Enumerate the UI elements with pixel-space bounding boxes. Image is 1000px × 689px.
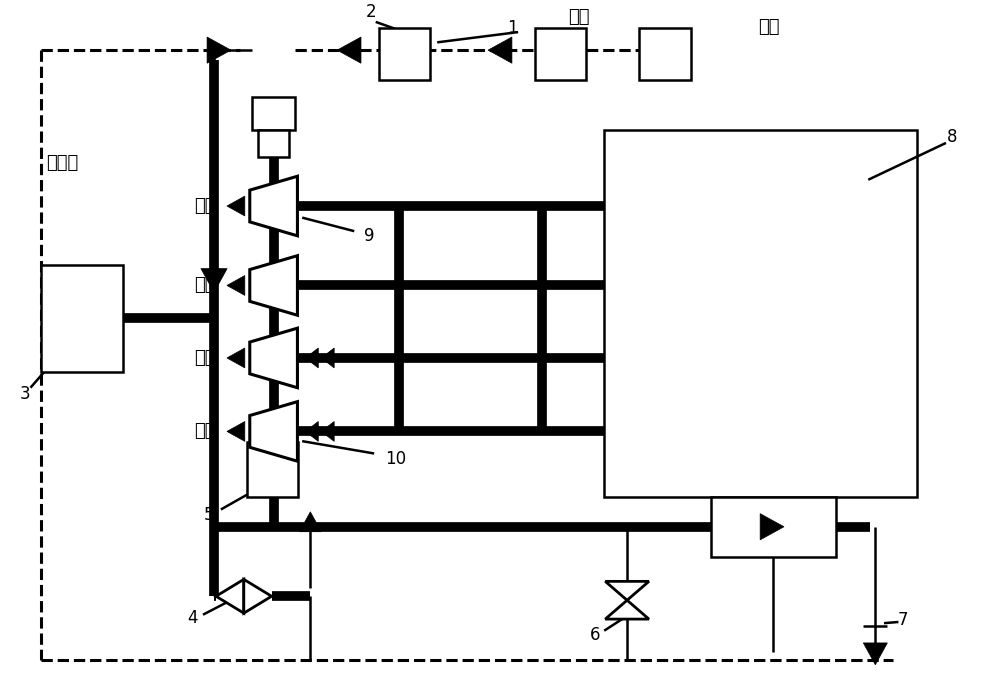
Text: 高压油: 高压油 [46, 154, 78, 172]
Polygon shape [250, 402, 297, 461]
Polygon shape [227, 422, 245, 442]
Bar [252, 96, 295, 130]
Polygon shape [227, 348, 245, 368]
Text: 燃气: 燃气 [195, 349, 216, 367]
Text: 空气: 空气 [195, 197, 216, 215]
Text: 油箱: 油箱 [758, 19, 780, 37]
Polygon shape [207, 37, 231, 63]
Text: 空气: 空气 [195, 422, 216, 440]
Text: 10: 10 [385, 450, 406, 469]
Text: 5: 5 [204, 506, 214, 524]
Text: 1: 1 [508, 19, 518, 37]
Polygon shape [488, 37, 512, 63]
Text: 燃气: 燃气 [195, 276, 216, 294]
Polygon shape [305, 348, 318, 368]
Polygon shape [760, 513, 784, 540]
Text: 6: 6 [590, 626, 601, 644]
Polygon shape [605, 600, 649, 619]
Text: 低压油: 低压油 [46, 299, 78, 318]
Text: 9: 9 [364, 227, 374, 245]
Bar [247, 442, 298, 497]
Polygon shape [321, 348, 334, 368]
Polygon shape [299, 512, 321, 532]
Polygon shape [244, 579, 272, 613]
Polygon shape [201, 269, 227, 292]
Polygon shape [216, 579, 244, 613]
Polygon shape [305, 422, 318, 442]
Polygon shape [605, 582, 649, 600]
Text: 3: 3 [20, 384, 31, 402]
Text: 供油
泵: 供油 泵 [568, 8, 589, 47]
Polygon shape [250, 176, 297, 236]
Polygon shape [227, 276, 245, 296]
Bar [379, 28, 430, 80]
Bar [711, 497, 836, 557]
Bar [604, 130, 917, 497]
Polygon shape [337, 37, 361, 63]
Polygon shape [250, 256, 297, 316]
Bar [41, 265, 123, 372]
Polygon shape [250, 328, 297, 388]
Bar [639, 28, 691, 80]
Bar [258, 130, 289, 157]
Text: 4: 4 [187, 609, 197, 627]
Text: 8: 8 [947, 127, 957, 145]
Text: 2: 2 [366, 3, 376, 21]
Polygon shape [863, 643, 887, 665]
Bar [535, 28, 586, 80]
Polygon shape [227, 196, 245, 216]
Polygon shape [321, 422, 334, 442]
Text: 7: 7 [898, 611, 908, 629]
